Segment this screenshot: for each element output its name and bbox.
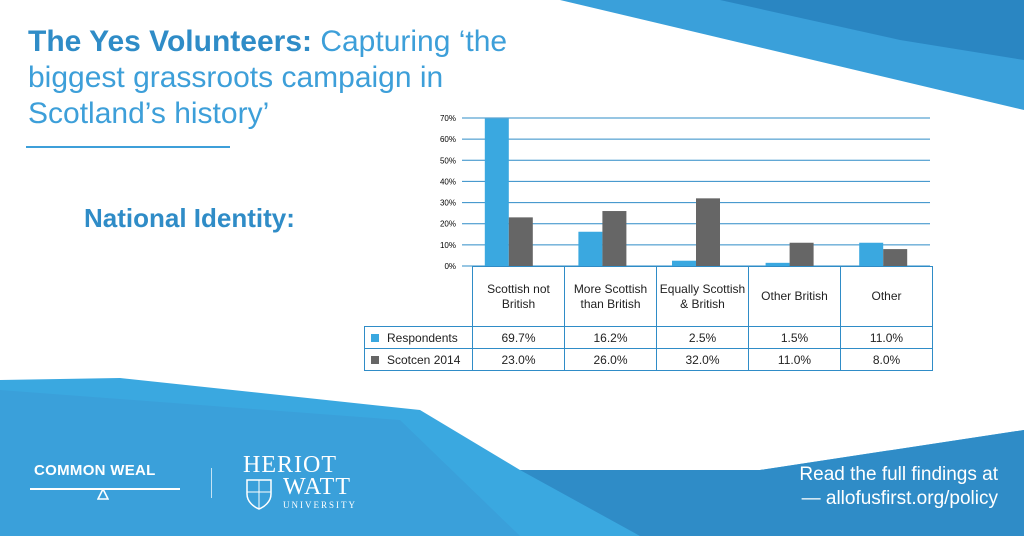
bar-scotcen xyxy=(508,217,533,266)
table-cell: 32.0% xyxy=(656,348,749,371)
bar-chart: 0% 10% 20% 30% 40% 50% 60% 70% xyxy=(440,114,930,271)
legend-scotcen: Scotcen 2014 xyxy=(364,348,473,371)
y-tick-label: 60% xyxy=(440,135,456,144)
table-row: Scotcen 2014 23.0% 26.0% 32.0% 11.0% 8.0… xyxy=(364,348,933,371)
bottom-left-shade xyxy=(0,390,520,536)
common-weal-logo-line xyxy=(30,488,180,490)
table-cell: 69.7% xyxy=(472,326,565,349)
data-table: Scottish not British More Scottish than … xyxy=(364,266,933,371)
y-tick-label: 10% xyxy=(440,241,456,250)
table-row: Respondents 69.7% 16.2% 2.5% 1.5% 11.0% xyxy=(364,326,933,349)
table-cell: 26.0% xyxy=(564,348,657,371)
table-header-row: Scottish not British More Scottish than … xyxy=(365,266,933,327)
table-header-cell: Other xyxy=(840,266,933,327)
table-header-cell: Equally Scottish & British xyxy=(656,266,749,327)
table-corner xyxy=(365,267,473,327)
heriot-watt-logo-line1: HERIOT xyxy=(243,452,337,478)
scotcen-swatch xyxy=(371,355,379,364)
page-title: The Yes Volunteers: Capturing ‘the bigge… xyxy=(28,24,548,132)
y-tick-label: 20% xyxy=(440,220,456,229)
title-strong: The Yes Volunteers: xyxy=(28,25,312,58)
table-header-cell: Other British xyxy=(748,266,841,327)
row-label: Scotcen 2014 xyxy=(387,352,461,367)
table-header-cell: More Scottish than British xyxy=(564,266,657,327)
table-cell: 8.0% xyxy=(840,348,933,371)
table-cell: 1.5% xyxy=(748,326,841,349)
bar-scotcen xyxy=(602,211,627,266)
heriot-watt-logo-line3: UNIVERSITY xyxy=(283,500,357,510)
table-cell: 16.2% xyxy=(564,326,657,349)
bar-scotcen xyxy=(789,242,814,266)
common-weal-logo: COMMON WEAL xyxy=(34,462,156,479)
table-cell: 2.5% xyxy=(656,326,749,349)
y-tick-label: 0% xyxy=(444,262,456,271)
y-tick-label: 50% xyxy=(440,156,456,165)
table-cell: 23.0% xyxy=(472,348,565,371)
legend-respondents: Respondents xyxy=(364,326,473,349)
table-cell: 11.0% xyxy=(840,326,933,349)
y-tick-label: 70% xyxy=(440,114,456,123)
y-tick-label: 30% xyxy=(440,199,456,208)
section-heading: National Identity: xyxy=(84,203,295,233)
y-tick-label: 40% xyxy=(440,177,456,186)
bar-respondents xyxy=(859,242,884,266)
bar-respondents xyxy=(765,262,790,266)
bar-respondents xyxy=(578,231,603,266)
crest-icon xyxy=(246,479,272,510)
fulcrum-icon xyxy=(97,488,109,500)
bar-respondents xyxy=(672,260,696,266)
table-header-cell: Scottish not British xyxy=(472,266,565,327)
title-underline xyxy=(26,146,230,148)
cta-line1: Read the full findings at xyxy=(799,464,998,485)
bar-respondents xyxy=(484,118,509,267)
table-cell: 11.0% xyxy=(748,348,841,371)
title-rest: Capturing ‘the biggest grassroots campai… xyxy=(28,25,508,130)
bar-scotcen xyxy=(883,249,908,266)
respondents-swatch xyxy=(371,333,379,342)
bottom-right-shade xyxy=(520,430,1024,536)
top-right-shape-dark xyxy=(720,0,1024,60)
heriot-watt-logo-line2: WATT xyxy=(283,474,351,500)
cta-link[interactable]: — allofusfirst.org/policy xyxy=(801,488,998,509)
row-label: Respondents xyxy=(387,330,458,345)
bar-scotcen xyxy=(696,198,720,266)
logo-divider xyxy=(211,468,212,498)
call-to-action: Read the full findings at — allofusfirst… xyxy=(799,463,998,511)
